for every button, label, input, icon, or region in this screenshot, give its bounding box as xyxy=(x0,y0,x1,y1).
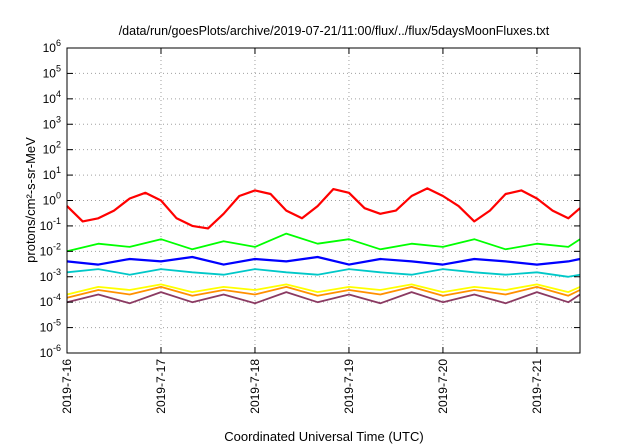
y-tick-label: 10-1 xyxy=(40,216,61,233)
x-tick-labels: 2019-7-16 2019-7-17 2019-7-18 2019-7-19 2019… xyxy=(60,359,544,414)
series-line-7 xyxy=(66,291,581,305)
y-tick-label: 102 xyxy=(43,140,61,157)
x-tick-label: 2019-7-19 xyxy=(342,359,356,414)
y-tick-label: 105 xyxy=(43,63,61,80)
chart-title: /data/run/goesPlots/archive/2019-07-21/1… xyxy=(119,24,550,38)
y-tick-label: 10-4 xyxy=(40,292,61,309)
x-tick-label: 2019-7-16 xyxy=(60,359,74,414)
y-tick-label: 104 xyxy=(43,89,61,106)
series-line-1 xyxy=(66,187,581,230)
y-tick-label: 10-3 xyxy=(40,267,61,284)
series-line-6 xyxy=(66,285,581,299)
series-line-2 xyxy=(66,232,581,253)
y-tick-label: 106 xyxy=(43,38,61,55)
y-tick-label: 103 xyxy=(43,114,61,131)
y-tick-label: 100 xyxy=(43,191,61,208)
y-tick-label: 10-6 xyxy=(40,343,61,360)
series-line-4 xyxy=(66,268,581,278)
x-tick-label: 2019-7-21 xyxy=(530,359,544,414)
y-tick-labels: 10-6 10-5 10-4 10-3 10-2 10-1 100 101 102 103 104 1… xyxy=(40,38,61,360)
series-line-5 xyxy=(66,283,581,296)
x-tick-label: 2019-7-17 xyxy=(154,359,168,414)
x-tick-label: 2019-7-20 xyxy=(436,359,450,414)
axis-ticks xyxy=(66,47,580,354)
y-axis-label: protons/cm²-s-sr-MeV xyxy=(23,137,38,263)
series-line-3 xyxy=(66,255,581,266)
data-series xyxy=(66,187,581,305)
y-tick-label: 10-2 xyxy=(40,241,61,258)
y-tick-label: 101 xyxy=(43,165,61,182)
x-axis-label: Coordinated Universal Time (UTC) xyxy=(224,429,423,444)
x-tick-label: 2019-7-18 xyxy=(248,359,262,414)
y-tick-label: 10-5 xyxy=(40,318,61,335)
